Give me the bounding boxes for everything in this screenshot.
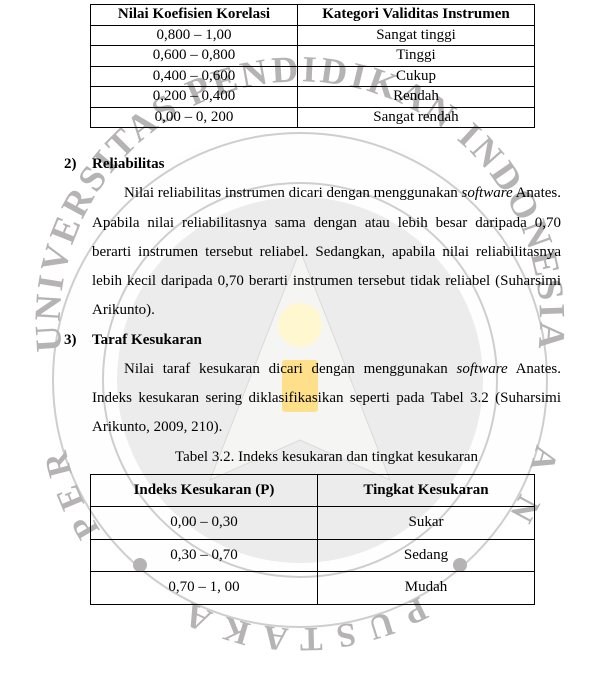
table-header: Kategori Validitas Instrumen — [298, 5, 535, 26]
table-cell: 0,30 – 0,70 — [91, 539, 318, 572]
difficulty-table: Indeks Kesukaran (P) Tingkat Kesukaran 0… — [90, 474, 535, 605]
section-number: 2) — [64, 150, 92, 179]
table-row: 0,200 – 0,400Rendah — [91, 87, 535, 108]
table-caption: Tabel 3.2. Indeks kesukaran dan tingkat … — [92, 443, 561, 472]
table-cell: Sukar — [318, 507, 535, 540]
table-row: 0,70 – 1, 00Mudah — [91, 572, 535, 605]
table-cell: 0,600 – 0,800 — [91, 46, 298, 67]
table-header: Tingkat Kesukaran — [318, 474, 535, 507]
table-row: 0,600 – 0,800Tinggi — [91, 46, 535, 67]
table-row: 0,400 – 0,600Cukup — [91, 66, 535, 87]
table-header: Indeks Kesukaran (P) — [91, 474, 318, 507]
text-run: Anates. Apabila nilai reliabilitasnya sa… — [92, 185, 561, 318]
table-cell: 0,200 – 0,400 — [91, 87, 298, 108]
text-run-italic: software — [462, 185, 513, 201]
table-cell: Tinggi — [298, 46, 535, 67]
table-cell: 0,70 – 1, 00 — [91, 572, 318, 605]
text-run: Nilai reliabilitas instrumen dicari deng… — [124, 185, 462, 201]
text-run-italic: software — [457, 361, 508, 377]
table-cell: 0,00 – 0,30 — [91, 507, 318, 540]
table-cell: 0,400 – 0,600 — [91, 66, 298, 87]
table-cell: Rendah — [298, 87, 535, 108]
section-number: 3) — [64, 326, 92, 355]
table-cell: Sangat rendah — [298, 107, 535, 128]
section-heading-reliabilitas: 2) Reliabilitas — [64, 150, 561, 179]
validity-table: Nilai Koefisien Korelasi Kategori Validi… — [90, 4, 535, 128]
table-row: 0,30 – 0,70Sedang — [91, 539, 535, 572]
section-title: Reliabilitas — [92, 150, 165, 179]
table-cell: Cukup — [298, 66, 535, 87]
section-title: Taraf Kesukaran — [92, 326, 202, 355]
table-header: Nilai Koefisien Korelasi — [91, 5, 298, 26]
table-cell: Sedang — [318, 539, 535, 572]
section-heading-taraf: 3) Taraf Kesukaran — [64, 326, 561, 355]
paragraph-reliabilitas: Nilai reliabilitas instrumen dicari deng… — [92, 179, 561, 325]
table-row: 0,800 – 1,00Sangat tinggi — [91, 25, 535, 46]
page-content: Nilai Koefisien Korelasi Kategori Validi… — [0, 0, 601, 605]
table-row: Nilai Koefisien Korelasi Kategori Validi… — [91, 5, 535, 26]
table-cell: Sangat tinggi — [298, 25, 535, 46]
table-cell: 0,00 – 0, 200 — [91, 107, 298, 128]
table-row: Indeks Kesukaran (P) Tingkat Kesukaran — [91, 474, 535, 507]
paragraph-taraf: Nilai taraf kesukaran dicari dengan meng… — [92, 355, 561, 443]
table-cell: 0,800 – 1,00 — [91, 25, 298, 46]
text-run: Nilai taraf kesukaran dicari dengan meng… — [124, 361, 457, 377]
table-row: 0,00 – 0, 200Sangat rendah — [91, 107, 535, 128]
table-cell: Mudah — [318, 572, 535, 605]
table-row: 0,00 – 0,30Sukar — [91, 507, 535, 540]
